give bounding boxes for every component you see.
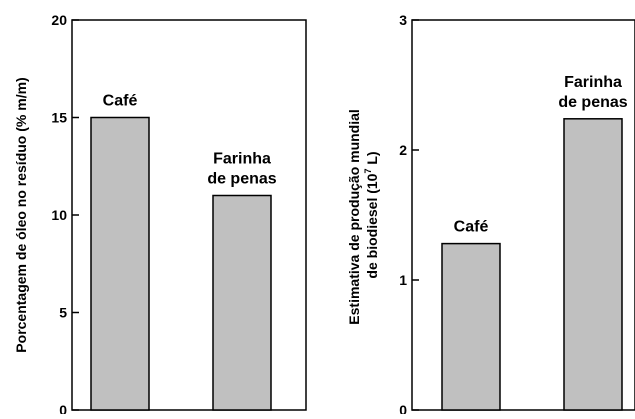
left-y-tick-label: 20: [51, 12, 67, 28]
right-bar-labels: Café Farinha de penas: [454, 74, 628, 236]
right-chart: Estimativa de produção mundial de biodie…: [346, 12, 635, 418]
right-y-ticks: 0 1 2 3: [399, 12, 419, 418]
left-y-tick-label: 0: [59, 402, 67, 414]
left-bars: [90, 116, 272, 411]
right-bar-farinha-de-penas: [563, 118, 623, 411]
left-bar-labels: Café Farinha de penas: [103, 93, 277, 188]
left-bar-farinha-de-penas: [212, 194, 272, 411]
right-bar-cafe: [441, 242, 501, 411]
left-bar-cafe: [90, 116, 150, 411]
right-y-tick-label: 3: [399, 12, 407, 28]
left-bar-label: Café: [103, 93, 138, 110]
right-bar-label: de penas: [558, 94, 627, 111]
right-y-axis-title-unit: L): [364, 151, 380, 168]
right-y-tick-label: 1: [399, 272, 407, 288]
left-bar-label: Farinha: [213, 151, 271, 168]
right-chart-frame: [411, 19, 635, 411]
left-y-tick-label: 15: [51, 110, 67, 126]
right-bar-label: Farinha: [564, 74, 622, 91]
right-y-tick-label: 0: [399, 402, 407, 414]
left-bar-label: de penas: [207, 171, 276, 188]
right-y-tick-label: 2: [399, 142, 407, 158]
left-chart: Porcentagem de óleo no resíduo (% m/m) 0…: [13, 12, 307, 418]
right-bars: [441, 118, 623, 411]
left-y-ticks: 0 5 10 15 20: [51, 12, 79, 418]
right-y-axis-title-line2: de biodiesel (10: [364, 173, 380, 278]
left-y-axis-title: Porcentagem de óleo no resíduo (% m/m): [13, 77, 29, 352]
right-y-axis-title-line1: Estimativa de produção mundial: [346, 109, 362, 325]
right-bar-label: Café: [454, 219, 489, 236]
left-y-tick-label: 10: [51, 207, 67, 223]
right-y-axis-title-exponent: 7: [363, 169, 373, 174]
right-y-axis-title: Estimativa de produção mundial de biodie…: [346, 105, 380, 324]
left-y-tick-label: 5: [59, 305, 67, 321]
